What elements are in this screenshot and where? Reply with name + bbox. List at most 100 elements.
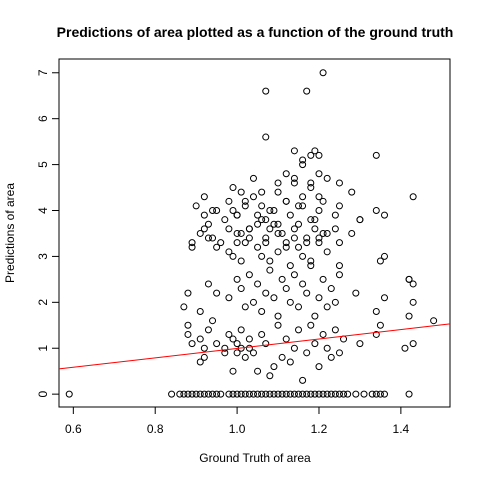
data-point [307, 262, 315, 270]
x-tick-label: 0.8 [147, 422, 164, 436]
data-point [200, 211, 208, 219]
data-point [233, 229, 241, 237]
data-point [213, 340, 221, 348]
data-point [196, 335, 204, 343]
data-point [278, 390, 286, 398]
data-point [258, 202, 266, 210]
data-point [303, 390, 311, 398]
data-point [229, 252, 237, 260]
data-point [401, 344, 409, 352]
data-point [348, 229, 356, 237]
data-point [196, 229, 204, 237]
x-axis: 0.6 0.8 1.0 1.2 1.4 [65, 406, 410, 436]
data-point [249, 390, 257, 398]
data-point [270, 207, 278, 215]
data-point [274, 248, 282, 256]
data-point [241, 303, 249, 311]
data-point [233, 349, 241, 357]
data-point [233, 239, 241, 247]
data-point [299, 280, 307, 288]
data-point [233, 211, 241, 219]
data-point [196, 308, 204, 316]
data-point [254, 390, 262, 398]
data-point [266, 207, 274, 215]
data-point [233, 275, 241, 283]
data-point [380, 211, 388, 219]
data-point [245, 335, 253, 343]
y-tick-label: 4 [36, 207, 50, 214]
data-point [303, 349, 311, 357]
data-point [303, 234, 311, 242]
data-point [335, 239, 343, 247]
data-point [209, 317, 217, 325]
data-point [237, 257, 245, 265]
data-point [352, 390, 360, 398]
data-point [331, 211, 339, 219]
data-point [331, 298, 339, 306]
data-point [278, 353, 286, 361]
data-point [204, 326, 212, 334]
data-point [278, 229, 286, 237]
x-tick-label: 0.6 [65, 422, 82, 436]
data-point [262, 234, 270, 242]
data-point [315, 390, 323, 398]
data-point [241, 197, 249, 205]
data-point [225, 294, 233, 302]
data-point [376, 257, 384, 265]
data-point [258, 252, 266, 260]
data-point [188, 243, 196, 251]
data-point [249, 193, 257, 201]
data-point [311, 340, 319, 348]
data-point [213, 207, 221, 215]
data-point [319, 229, 327, 237]
data-point [274, 312, 282, 320]
data-point [258, 330, 266, 338]
data-point [274, 390, 282, 398]
data-point [290, 225, 298, 233]
data-point [405, 312, 413, 320]
x-tick-label: 1.0 [229, 422, 246, 436]
data-point [221, 344, 229, 352]
data-point [196, 390, 204, 398]
data-point [295, 326, 303, 334]
data-point [352, 289, 360, 297]
data-point [241, 202, 249, 210]
data-point [262, 340, 270, 348]
data-point [307, 257, 315, 265]
data-point [307, 179, 315, 187]
data-point [245, 390, 253, 398]
data-point [221, 349, 229, 357]
data-point [262, 239, 270, 247]
data-point [290, 234, 298, 242]
data-point [311, 147, 319, 155]
data-point [327, 390, 335, 398]
data-point [282, 197, 290, 205]
data-point [327, 353, 335, 361]
data-point [209, 390, 217, 398]
data-point [315, 193, 323, 201]
data-point [311, 216, 319, 224]
data-point [274, 229, 282, 237]
data-point [176, 390, 184, 398]
data-point [295, 220, 303, 228]
data-point [262, 87, 270, 95]
data-point [335, 390, 343, 398]
data-point [237, 188, 245, 196]
data-point [380, 294, 388, 302]
data-points [65, 69, 438, 398]
data-point [315, 207, 323, 215]
data-point [184, 321, 192, 329]
data-point [241, 239, 249, 247]
data-point [405, 275, 413, 283]
data-point [213, 243, 221, 251]
data-point [258, 308, 266, 316]
data-point [282, 239, 290, 247]
data-point [323, 390, 331, 398]
data-point [299, 390, 307, 398]
data-point [258, 216, 266, 224]
data-point [327, 285, 335, 293]
data-point [340, 335, 348, 343]
data-point [262, 216, 270, 224]
data-point [323, 303, 331, 311]
data-point [209, 207, 217, 215]
